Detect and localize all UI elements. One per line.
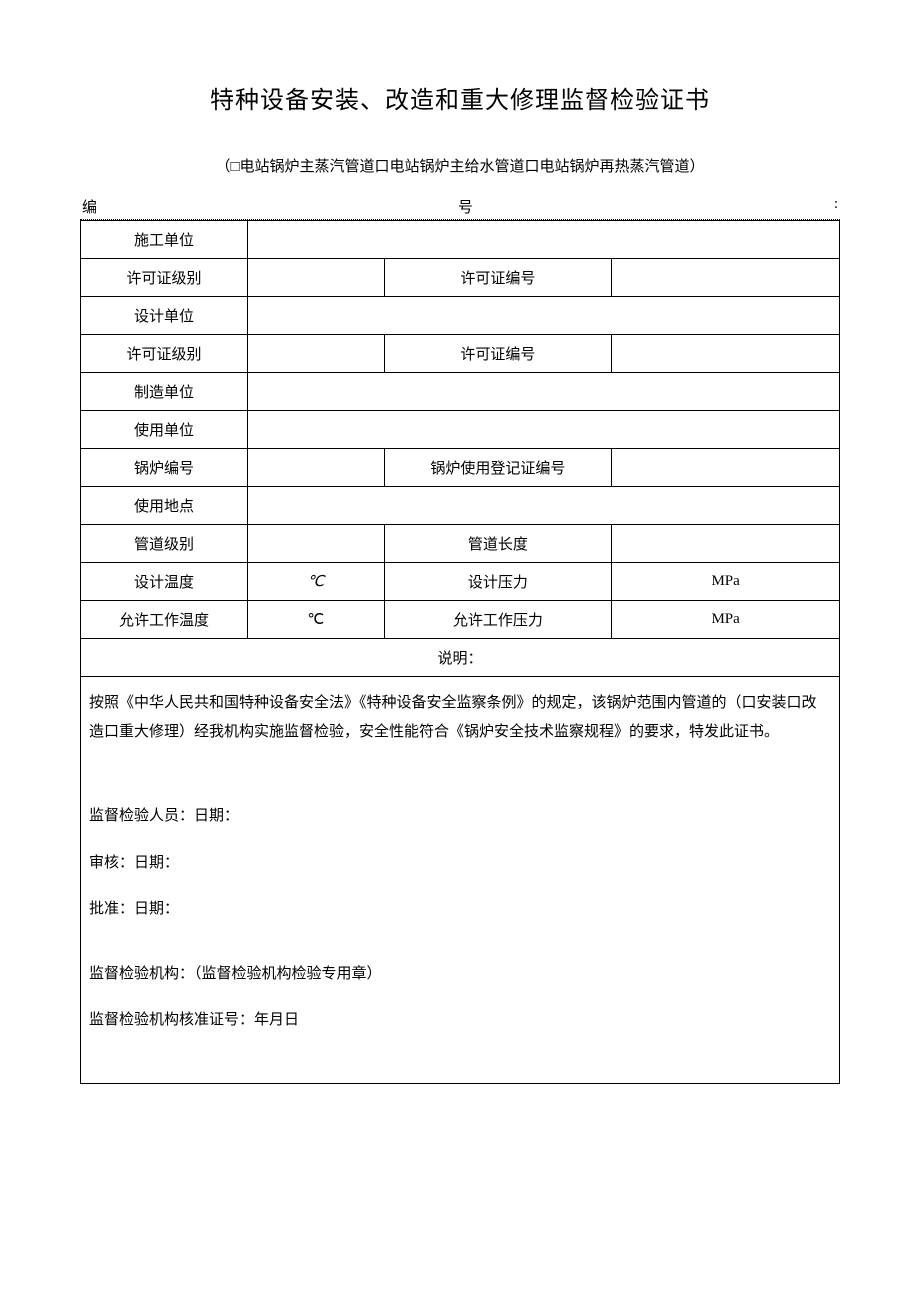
cell-label: 允许工作压力 [384, 601, 612, 639]
cell-label: 使用单位 [81, 411, 248, 449]
cell-label: 管道级别 [81, 525, 248, 563]
cell-value [247, 259, 384, 297]
page-title: 特种设备安装、改造和重大修理监督检验证书 [80, 80, 840, 115]
body-line: 批准：日期： [89, 895, 831, 924]
body-line: 监督检验人员：日期： [89, 802, 831, 831]
cell-label: 许可证编号 [384, 259, 612, 297]
cell-label: 许可证编号 [384, 335, 612, 373]
cell-value [247, 297, 839, 335]
table-row: 许可证级别 许可证编号 [81, 259, 840, 297]
body-cell: 按照《中华人民共和国特种设备安全法》《特种设备安全监察条例》的规定，该锅炉范围内… [81, 677, 840, 1084]
table-row: 许可证级别 许可证编号 [81, 335, 840, 373]
number-right: : [834, 196, 838, 217]
cell-label: 制造单位 [81, 373, 248, 411]
body-line: 监督检验机构核准证号：年月日 [89, 1006, 831, 1035]
cell-value [612, 259, 840, 297]
table-row: 使用地点 [81, 487, 840, 525]
cell-value: ℃ [247, 563, 384, 601]
certificate-table: 施工单位 许可证级别 许可证编号 设计单位 许可证级别 许可证编号 制造单位 使… [80, 220, 840, 1084]
cell-label: 管道长度 [384, 525, 612, 563]
cell-label: 锅炉编号 [81, 449, 248, 487]
table-row: 管道级别 管道长度 [81, 525, 840, 563]
explain-row: 说明： [81, 639, 840, 677]
cell-label: 许可证级别 [81, 335, 248, 373]
cell-value [247, 411, 839, 449]
cell-value [247, 373, 839, 411]
table-row: 设计温度 ℃ 设计压力 MPa [81, 563, 840, 601]
cell-value [247, 487, 839, 525]
cell-value [612, 525, 840, 563]
table-row: 施工单位 [81, 221, 840, 259]
cell-value [247, 221, 839, 259]
number-row: 编 号 : [80, 196, 840, 220]
cell-value [247, 525, 384, 563]
body-line: 监督检验机构：（监督检验机构检验专用章） [89, 960, 831, 989]
body-row: 按照《中华人民共和国特种设备安全法》《特种设备安全监察条例》的规定，该锅炉范围内… [81, 677, 840, 1084]
subtitle: （□电站锅炉主蒸汽管道口电站锅炉主给水管道口电站锅炉再热蒸汽管道） [80, 155, 840, 176]
table-row: 使用单位 [81, 411, 840, 449]
table-row: 允许工作温度 ℃ 允许工作压力 MPa [81, 601, 840, 639]
explain-label: 说明： [81, 639, 840, 677]
cell-label: 锅炉使用登记证编号 [384, 449, 612, 487]
body-line: 审核：日期： [89, 849, 831, 878]
number-left: 编 [82, 196, 97, 217]
body-para: 按照《中华人民共和国特种设备安全法》《特种设备安全监察条例》的规定，该锅炉范围内… [89, 689, 831, 746]
cell-value: MPa [612, 563, 840, 601]
cell-label: 施工单位 [81, 221, 248, 259]
cell-label: 使用地点 [81, 487, 248, 525]
table-row: 制造单位 [81, 373, 840, 411]
cell-value: ℃ [247, 601, 384, 639]
cell-label: 允许工作温度 [81, 601, 248, 639]
cell-label: 设计单位 [81, 297, 248, 335]
cell-value [612, 449, 840, 487]
cell-value [247, 449, 384, 487]
cell-value [612, 335, 840, 373]
cell-label: 许可证级别 [81, 259, 248, 297]
number-mid: 号 [97, 196, 834, 217]
cell-label: 设计温度 [81, 563, 248, 601]
table-row: 锅炉编号 锅炉使用登记证编号 [81, 449, 840, 487]
cell-value: MPa [612, 601, 840, 639]
table-row: 设计单位 [81, 297, 840, 335]
cell-label: 设计压力 [384, 563, 612, 601]
cell-value [247, 335, 384, 373]
